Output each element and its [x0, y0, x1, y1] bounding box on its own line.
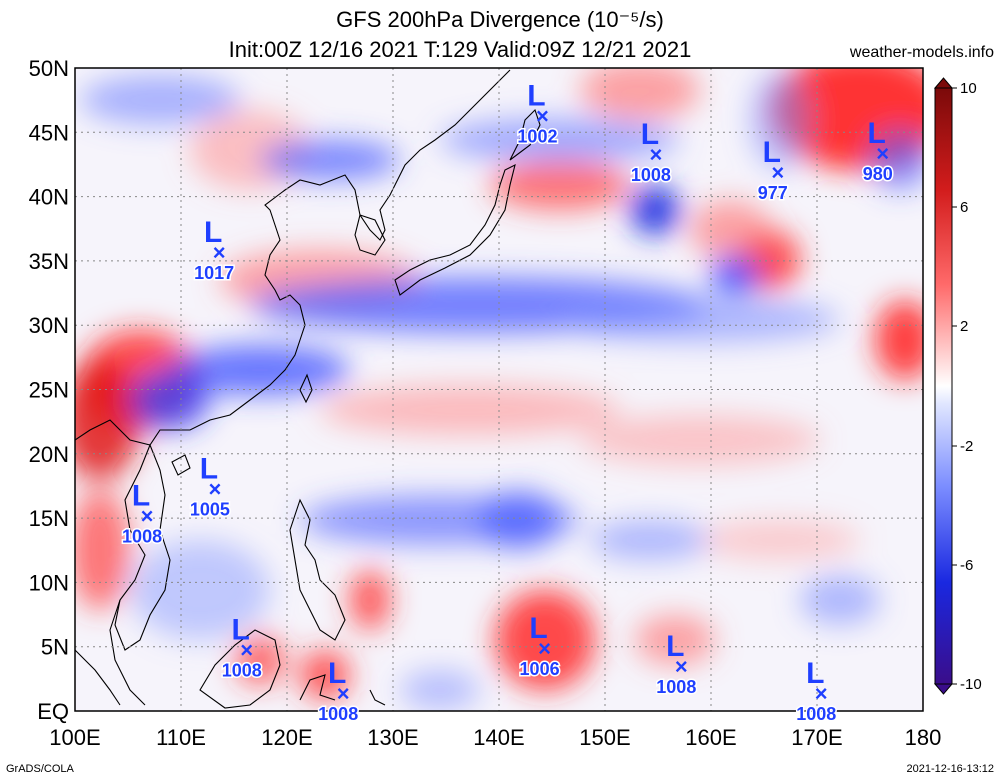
map-subtitle: Init:00Z 12/16 2021 T:129 Valid:09Z 12/2… [228, 37, 692, 62]
longitude-label: 180 [905, 725, 942, 750]
low-center-mark: × [815, 681, 828, 706]
low-pressure-value: 1002 [517, 127, 557, 147]
longitude-label: 160E [685, 725, 736, 750]
low-center-mark: × [337, 681, 350, 706]
colorbar: 10 6 2 -2 -6 -10 [933, 77, 982, 695]
latitude-label: EQ [37, 699, 69, 724]
longitude-label: 140E [473, 725, 524, 750]
latitude-label: 40N [29, 185, 69, 210]
low-marker: L×980 [861, 117, 894, 186]
low-center-mark: × [536, 104, 549, 129]
low-symbol: L [868, 117, 886, 150]
longitude-label: 170E [791, 725, 842, 750]
plot-frame [74, 67, 924, 712]
latitude-label: 35N [29, 249, 69, 274]
low-symbol: L [806, 657, 824, 690]
low-center-mark: × [876, 141, 889, 166]
low-pressure-markers: L×1002 L×1008L×977L×980L×1017L×1005L×1008… [121, 80, 895, 726]
colorbar-label: -10 [960, 676, 982, 693]
latitude-label: 15N [29, 506, 69, 531]
low-pressure-value: 1008 [656, 677, 696, 697]
low-symbol: L [204, 216, 222, 249]
low-marker: L×1008 [220, 613, 263, 682]
latitude-label: 30N [29, 313, 69, 338]
low-symbol: L [763, 136, 781, 169]
low-marker: L×1005 [188, 453, 231, 521]
low-marker: L×1006 [518, 612, 561, 681]
low-center-mark: × [649, 142, 662, 167]
longitude-labels: 100E 110E 120E 130E 140E 150E 160E 170E 180 [49, 725, 941, 750]
low-pressure-value: 1017 [194, 263, 234, 283]
low-marker: L×1017 [193, 216, 236, 285]
map-title-line1: GFS 200hPa Divergence (10⁻⁵/s) [336, 7, 664, 32]
colorbar-scale [934, 87, 953, 685]
low-symbol: L [529, 612, 547, 645]
low-symbol: L [666, 630, 684, 663]
low-pressure-value: 980 [863, 164, 893, 184]
colorbar-label: -6 [960, 557, 973, 574]
low-marker: L×1008 [795, 657, 838, 726]
low-pressure-value: 1008 [796, 704, 836, 724]
low-marker: L×1008 [121, 480, 164, 549]
low-symbol: L [328, 657, 346, 690]
latitude-label: 25N [29, 378, 69, 403]
low-pressure-value: 1008 [318, 704, 358, 724]
source-site: weather-models.info [849, 44, 994, 61]
low-marker: L×977 [756, 136, 789, 205]
low-pressure-value: 1008 [122, 527, 162, 547]
low-center-mark: × [213, 240, 226, 265]
low-marker: L×1008 [655, 630, 698, 699]
latitude-label: 50N [29, 56, 69, 81]
latitude-label: 5N [41, 635, 69, 660]
low-marker: L×1008 [629, 118, 672, 187]
colorbar-label: 6 [960, 199, 968, 216]
low-center-mark: × [141, 504, 154, 529]
low-symbol: L [527, 80, 545, 113]
low-pressure-value: 1005 [190, 500, 230, 520]
longitude-label: 130E [367, 725, 418, 750]
low-symbol: L [641, 118, 659, 151]
longitude-label: 100E [49, 725, 100, 750]
longitude-label: 110E [156, 725, 206, 750]
low-pressure-value: 1008 [222, 660, 262, 680]
low-symbol: L [132, 480, 150, 513]
latitude-labels: 50N 45N 40N 35N 30N 25N 20N 15N 10N 5N EQ [29, 56, 69, 724]
low-pressure-value: 1006 [520, 659, 560, 679]
colorbar-bottom-arrow [933, 683, 954, 695]
longitude-label: 120E [261, 725, 312, 750]
low-marker: L×1002 [516, 80, 559, 149]
latitude-label: 10N [29, 570, 69, 595]
colorbar-label: 2 [960, 318, 968, 335]
divergence-field [75, 68, 923, 710]
low-center-mark: × [208, 477, 221, 502]
software-credit: GrADS/COLA [6, 763, 74, 775]
low-center-mark: × [538, 636, 551, 661]
low-pressure-value: 1008 [631, 165, 671, 185]
latitude-label: 45N [29, 120, 69, 145]
low-symbol: L [200, 453, 218, 486]
generation-timestamp: 2021-12-16-13:12 [906, 763, 994, 775]
longitude-label: 150E [579, 725, 630, 750]
graticule [75, 68, 923, 711]
coastlines [75, 69, 541, 709]
low-marker: L×1008 [317, 657, 360, 726]
low-center-mark: × [675, 654, 688, 679]
low-symbol: L [232, 613, 250, 646]
colorbar-label: 10 [960, 80, 977, 97]
colorbar-top-arrow [933, 77, 954, 89]
low-center-mark: × [240, 637, 253, 662]
latitude-label: 20N [29, 442, 69, 467]
low-pressure-value: 977 [758, 183, 788, 203]
low-center-mark: × [771, 160, 784, 185]
colorbar-label: -2 [960, 438, 973, 455]
